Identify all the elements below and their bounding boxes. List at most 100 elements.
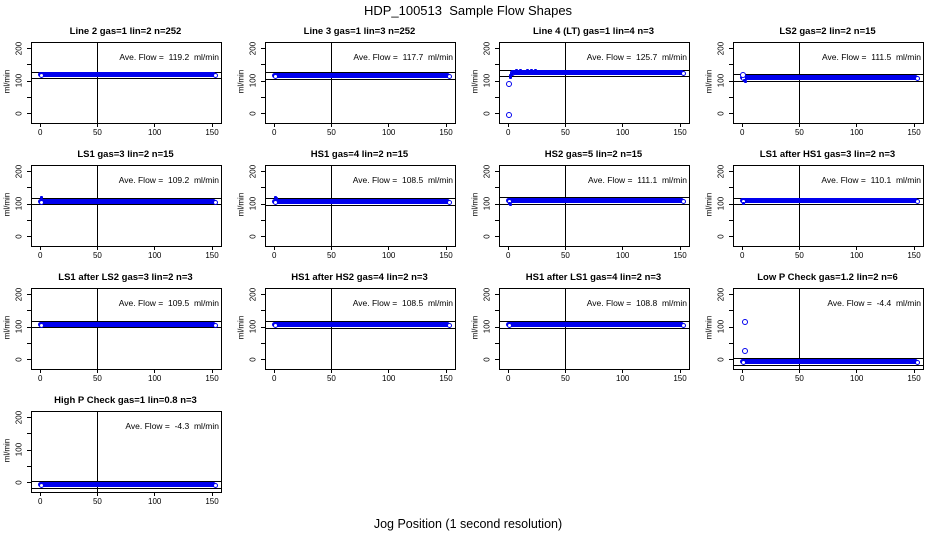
y-tick: [27, 187, 31, 189]
lower-ref-line: [32, 78, 221, 80]
plot-box: Ave. Flow = 110.1 ml/min: [733, 165, 924, 247]
x-tick-label: 100: [850, 251, 864, 260]
x-tick: [564, 123, 566, 127]
outlier-point: [506, 80, 513, 87]
reference-vline: [97, 289, 99, 369]
x-tick-label: 100: [850, 128, 864, 137]
y-tick-label: 0: [482, 111, 492, 116]
y-tick: [495, 326, 499, 328]
x-tick: [741, 246, 743, 250]
y-tick: [495, 203, 499, 205]
y-tick: [729, 97, 733, 98]
data-point: [534, 68, 538, 72]
y-tick: [261, 343, 265, 344]
y-tick: [27, 97, 31, 98]
x-tick-label: 50: [794, 128, 804, 137]
upper-ref-line: [500, 69, 689, 71]
band-endpoint-left: [38, 322, 44, 328]
y-tick: [27, 220, 31, 221]
panel-title: HS1 after LS1 gas=4 lin=2 n=3: [525, 272, 662, 283]
upper-ref-line: [32, 481, 221, 482]
data-point: [517, 70, 520, 74]
flow-data-band: [272, 321, 451, 327]
lower-ref-line: [32, 487, 221, 489]
x-tick: [154, 492, 156, 496]
y-tick: [495, 80, 499, 82]
upper-ref-line: [500, 321, 689, 322]
y-tick: [495, 220, 499, 221]
x-tick-label: 150: [439, 251, 453, 260]
flow-data-band: [272, 198, 451, 204]
y-tick-label: 200: [14, 410, 24, 424]
y-tick-label: 100: [482, 197, 492, 211]
upper-ref-line: [32, 320, 221, 322]
x-tick: [622, 123, 624, 127]
y-tick-label: 0: [14, 357, 24, 362]
band-endpoint-left: [272, 322, 278, 328]
plot-box: Ave. Flow = 117.7 ml/min: [265, 42, 456, 124]
lower-ref-line: [734, 364, 923, 366]
y-tick-label: 100: [14, 74, 24, 88]
data-point: [509, 75, 512, 79]
y-tick: [261, 48, 265, 49]
band-endpoint-left: [38, 73, 44, 79]
plot-box: Ave. Flow = 109.2 ml/min: [31, 165, 222, 247]
x-tick: [913, 246, 915, 250]
y-tick: [27, 359, 31, 361]
x-tick: [507, 369, 509, 373]
y-tick: [729, 343, 733, 344]
y-tick: [261, 113, 265, 115]
upper-ref-line: [32, 197, 221, 199]
upper-ref-line: [266, 321, 455, 323]
band-endpoint-right: [446, 73, 452, 79]
x-tick: [211, 369, 213, 373]
y-tick: [261, 80, 265, 82]
x-tick: [154, 123, 156, 127]
band-endpoint-right: [680, 71, 686, 77]
flow-panel: HS1 gas=4 lin=2 n=15 ml/min Ave. Flow = …: [234, 147, 468, 270]
flow-panel: HS2 gas=5 lin=2 n=15 ml/min Ave. Flow = …: [468, 147, 702, 270]
y-tick: [27, 171, 31, 172]
x-tick: [507, 246, 509, 250]
y-tick-label: 100: [482, 320, 492, 334]
y-tick: [261, 64, 265, 66]
x-tick: [388, 369, 390, 373]
plot-box: Ave. Flow = 108.5 ml/min: [265, 288, 456, 370]
x-tick: [741, 369, 743, 373]
x-tick-label: 0: [37, 374, 43, 383]
x-tick-label: 50: [326, 251, 336, 260]
reference-vline: [565, 43, 567, 123]
flow-data-band: [38, 321, 217, 327]
y-tick-label: 200: [716, 164, 726, 178]
y-tick: [261, 203, 265, 205]
flow-data-band: [506, 198, 685, 204]
flow-data-band: [740, 358, 919, 364]
y-tick: [27, 449, 31, 451]
y-tick: [729, 326, 733, 328]
y-tick: [729, 310, 733, 312]
x-tick-label: 50: [560, 374, 570, 383]
y-tick: [495, 343, 499, 344]
y-tick: [729, 359, 733, 361]
y-tick-label: 100: [14, 443, 24, 457]
flow-panel: LS2 gas=2 lin=2 n=15 ml/min Ave. Flow = …: [702, 24, 936, 147]
data-point: [39, 196, 43, 200]
y-tick: [495, 310, 499, 312]
y-tick-label: 0: [248, 357, 258, 362]
reference-vline: [565, 289, 567, 369]
y-tick: [729, 203, 733, 205]
flow-panel: HS1 after LS1 gas=4 lin=2 n=3 ml/min Ave…: [468, 270, 702, 393]
x-tick-label: 50: [92, 128, 102, 137]
y-tick-label: 0: [716, 234, 726, 239]
x-tick-label: 100: [382, 128, 396, 137]
upper-ref-line: [734, 74, 923, 76]
y-tick: [729, 187, 733, 189]
flow-data-band: [38, 481, 217, 487]
flow-data-band: [506, 321, 685, 327]
ave-flow-annotation: Ave. Flow = 111.5 ml/min: [822, 52, 921, 62]
reference-vline: [97, 412, 99, 492]
plot-box: Ave. Flow = -4.3 ml/min: [31, 411, 222, 493]
x-tick: [96, 246, 98, 250]
panel-title: Line 3 gas=1 lin=3 n=252: [303, 26, 416, 37]
lower-ref-line: [266, 327, 455, 329]
